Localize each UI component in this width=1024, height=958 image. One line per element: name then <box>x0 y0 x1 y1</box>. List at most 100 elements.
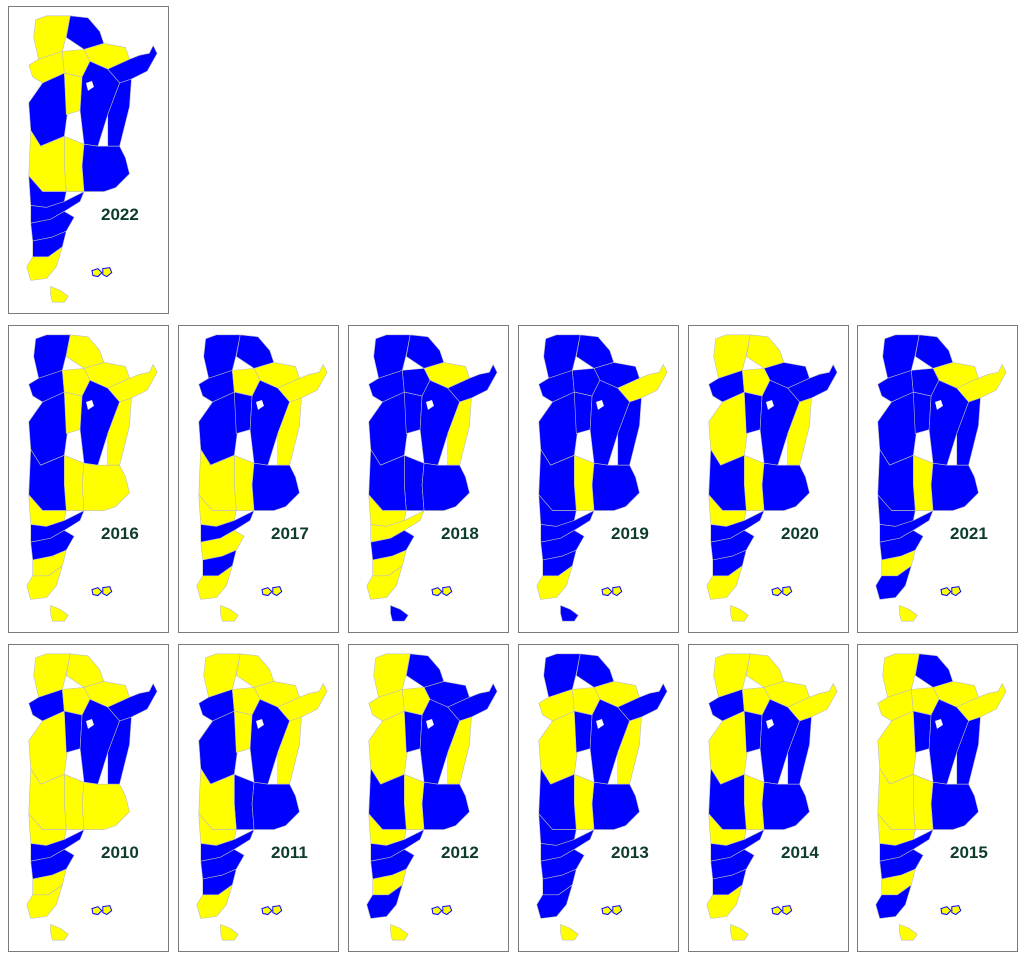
map-year-label: 2020 <box>781 524 819 543</box>
choropleth-map <box>706 334 838 622</box>
province-region-7 <box>877 391 918 466</box>
province-region-18 <box>706 884 743 919</box>
province-region-19 <box>899 605 918 622</box>
province-region-7 <box>877 710 918 785</box>
province-region-7 <box>368 391 409 466</box>
map-year-label: 2022 <box>101 205 139 224</box>
choropleth-map <box>875 653 1007 941</box>
province-region-8 <box>744 710 763 753</box>
island-east <box>272 905 283 916</box>
province-region-2 <box>914 653 954 688</box>
province-region-7 <box>538 710 579 785</box>
province-region-2 <box>745 334 785 369</box>
province-region-11 <box>913 455 934 511</box>
island-east <box>442 905 453 916</box>
choropleth-map <box>26 334 158 622</box>
choropleth-map <box>536 653 668 941</box>
island-west <box>940 587 952 597</box>
lake-shape <box>766 718 774 729</box>
province-region-7 <box>708 710 749 785</box>
map-panel-2012: 2012 <box>348 644 509 952</box>
province-region-11 <box>913 774 934 830</box>
lake-shape <box>86 718 94 729</box>
province-region-19 <box>730 605 749 622</box>
map-panel-2017: 2017 <box>178 325 339 633</box>
province-region-12 <box>421 462 470 511</box>
map-year-label: 2010 <box>101 843 139 862</box>
map-panel-2011: 2011 <box>178 644 339 952</box>
province-region-19 <box>899 924 918 941</box>
island-west <box>91 906 103 916</box>
province-region-8 <box>404 391 423 434</box>
map-panel-2021: 2021 <box>857 325 1018 633</box>
province-region-18 <box>26 565 63 600</box>
province-region-11 <box>64 136 85 192</box>
map-panel-2013: 2013 <box>518 644 679 952</box>
province-region-12 <box>930 462 979 511</box>
island-east <box>102 586 113 597</box>
province-region-11 <box>404 455 425 511</box>
island-west <box>601 906 613 916</box>
province-region-8 <box>913 391 932 434</box>
province-region-18 <box>706 565 743 600</box>
province-region-2 <box>65 334 105 369</box>
lake-shape <box>596 718 604 729</box>
province-region-2 <box>65 653 105 688</box>
province-region-1 <box>33 334 71 379</box>
province-region-11 <box>234 455 255 511</box>
map-year-label: 2014 <box>781 843 819 862</box>
island-west <box>601 587 613 597</box>
province-region-2 <box>575 653 615 688</box>
province-region-12 <box>930 781 979 830</box>
lake-shape <box>256 399 264 410</box>
map-panel-2019: 2019 <box>518 325 679 633</box>
province-region-19 <box>50 924 69 941</box>
province-region-19 <box>390 924 409 941</box>
province-region-19 <box>560 924 579 941</box>
province-region-8 <box>574 391 593 434</box>
province-region-12 <box>251 462 300 511</box>
province-region-11 <box>744 455 765 511</box>
province-region-12 <box>591 462 640 511</box>
province-region-12 <box>81 781 130 830</box>
choropleth-map <box>875 334 1007 622</box>
island-east <box>272 586 283 597</box>
province-region-18 <box>196 565 233 600</box>
province-region-18 <box>536 565 573 600</box>
map-year-label: 2013 <box>611 843 649 862</box>
map-panel-2014: 2014 <box>688 644 849 952</box>
island-east <box>951 586 962 597</box>
island-west <box>431 906 443 916</box>
province-region-8 <box>404 710 423 753</box>
province-region-12 <box>761 462 810 511</box>
province-region-7 <box>28 391 69 466</box>
choropleth-map <box>706 653 838 941</box>
province-region-8 <box>234 710 253 753</box>
lake-shape <box>86 80 94 91</box>
province-region-11 <box>574 455 595 511</box>
island-east <box>612 586 623 597</box>
province-region-8 <box>64 391 83 434</box>
province-region-18 <box>26 246 63 281</box>
map-panel-2020: 2020 <box>688 325 849 633</box>
province-region-19 <box>50 286 69 303</box>
province-region-2 <box>235 653 275 688</box>
province-region-7 <box>368 710 409 785</box>
province-region-8 <box>574 710 593 753</box>
province-region-7 <box>28 72 69 147</box>
island-east <box>102 267 113 278</box>
province-region-2 <box>405 334 445 369</box>
province-region-2 <box>575 334 615 369</box>
choropleth-map <box>366 334 498 622</box>
province-region-8 <box>64 710 83 753</box>
province-region-1 <box>33 653 71 698</box>
province-region-19 <box>730 924 749 941</box>
province-region-7 <box>538 391 579 466</box>
lake-shape <box>935 718 943 729</box>
province-region-11 <box>64 455 85 511</box>
map-year-label: 2016 <box>101 524 139 543</box>
province-region-8 <box>744 391 763 434</box>
province-region-1 <box>882 334 920 379</box>
map-year-label: 2015 <box>950 843 988 862</box>
province-region-12 <box>591 781 640 830</box>
